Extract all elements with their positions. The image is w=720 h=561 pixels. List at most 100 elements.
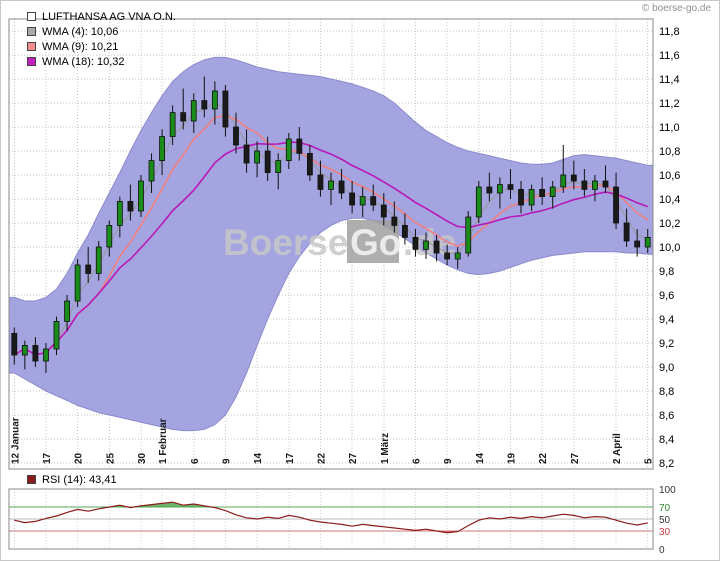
svg-text:9,0: 9,0	[659, 362, 674, 374]
candle	[275, 160, 282, 174]
svg-text:27: 27	[348, 452, 359, 464]
candle	[95, 246, 102, 274]
price-x-axis: 12 Januar 17 20 25 30 1 Februar 6 9 14 17 22 27 1 Mä…	[10, 417, 654, 464]
candle	[613, 186, 619, 224]
candle	[222, 90, 229, 128]
svg-text:14: 14	[253, 452, 264, 464]
wma9-swatch-icon	[27, 42, 36, 51]
rsi-label: RSI (14): 43,41	[42, 473, 117, 486]
svg-text:11,8: 11,8	[659, 26, 680, 38]
candle	[349, 192, 356, 206]
svg-text:9,2: 9,2	[659, 338, 674, 350]
candle	[539, 188, 546, 197]
svg-text:10,0: 10,0	[659, 242, 680, 254]
svg-text:17: 17	[42, 452, 53, 464]
main-legend: LUFTHANSA AG VNA O.N. WMA (4): 10,06 WMA…	[27, 9, 176, 69]
candle	[74, 264, 81, 302]
svg-text:20: 20	[74, 452, 85, 464]
candle	[549, 186, 556, 197]
candle	[211, 90, 218, 110]
candle	[243, 144, 250, 164]
candle	[85, 264, 92, 274]
rsi-legend: RSI (14): 43,41	[27, 472, 117, 487]
svg-text:11,0: 11,0	[659, 122, 680, 134]
svg-text:8,2: 8,2	[659, 458, 674, 470]
candle	[570, 174, 577, 182]
svg-text:Go: Go	[350, 222, 401, 263]
candle	[296, 138, 303, 154]
candle	[180, 112, 187, 122]
candle	[402, 224, 408, 238]
svg-text:70: 70	[659, 503, 671, 514]
candle	[497, 184, 503, 194]
svg-text:10,4: 10,4	[659, 194, 680, 206]
candle	[116, 200, 123, 226]
candle	[634, 240, 641, 248]
candle	[507, 184, 514, 190]
instrument-name: LUFTHANSA AG VNA O.N.	[42, 10, 176, 23]
candle	[201, 100, 208, 110]
candle	[190, 100, 197, 122]
candle	[412, 236, 419, 250]
candle	[486, 186, 493, 194]
price-y-axis: 11,8 11,6 11,4 11,2 11,0 10,8 10,6 10,4 10,2 10,0…	[659, 26, 680, 470]
svg-text:10,8: 10,8	[659, 146, 680, 158]
wma9-label: WMA (9): 10,21	[42, 40, 119, 53]
candle	[254, 150, 260, 164]
candle	[159, 136, 165, 162]
candle	[306, 152, 313, 176]
candle	[148, 160, 155, 182]
candle	[285, 138, 292, 162]
candle	[43, 348, 49, 362]
candle	[264, 150, 271, 174]
svg-text:9,8: 9,8	[659, 266, 674, 278]
svg-text:22: 22	[538, 452, 549, 464]
candle	[21, 344, 28, 356]
legend-title-row: LUFTHANSA AG VNA O.N.	[27, 9, 176, 24]
candle	[560, 174, 567, 188]
svg-text:2 April: 2 April	[612, 433, 623, 464]
candle	[518, 188, 524, 206]
copyright: © boerse-go.de	[641, 3, 711, 14]
svg-text:11,2: 11,2	[659, 98, 680, 110]
legend-wma18-row: WMA (18): 10,32	[27, 54, 176, 69]
svg-text:50: 50	[659, 515, 671, 526]
candle	[475, 186, 482, 218]
svg-text:30: 30	[137, 452, 148, 464]
candle	[391, 216, 398, 226]
rsi-zone-fills	[14, 502, 648, 533]
candle	[317, 174, 324, 190]
svg-text:9: 9	[221, 458, 232, 464]
candle	[127, 200, 134, 212]
candle	[433, 240, 440, 254]
rsi-swatch-icon	[27, 475, 36, 484]
candles	[11, 76, 651, 373]
candle	[338, 180, 345, 194]
wma18-swatch-icon	[27, 57, 36, 66]
svg-text:9,4: 9,4	[659, 314, 674, 326]
candle	[11, 332, 18, 356]
svg-text:27: 27	[570, 452, 581, 464]
svg-text:1 Februar: 1 Februar	[158, 418, 169, 464]
legend-wma4-row: WMA (4): 10,06	[27, 24, 176, 39]
svg-text:8,4: 8,4	[659, 434, 674, 446]
candle	[444, 252, 451, 260]
svg-text:30: 30	[659, 527, 671, 538]
candle	[64, 300, 70, 322]
wma4-label: WMA (4): 10,06	[42, 25, 119, 38]
wma4-swatch-icon	[27, 27, 36, 36]
svg-text:17: 17	[285, 452, 296, 464]
candle	[233, 126, 239, 146]
wma18-label: WMA (18): 10,32	[42, 55, 125, 68]
svg-text:12 Januar: 12 Januar	[10, 417, 21, 464]
svg-text:0: 0	[659, 545, 665, 556]
rsi-line	[14, 501, 648, 534]
svg-text:9: 9	[443, 458, 454, 464]
candle	[581, 180, 588, 190]
svg-text:5: 5	[644, 458, 655, 464]
candle	[53, 320, 60, 350]
svg-text:100: 100	[659, 485, 676, 496]
series-checkbox-icon[interactable]	[27, 12, 36, 21]
